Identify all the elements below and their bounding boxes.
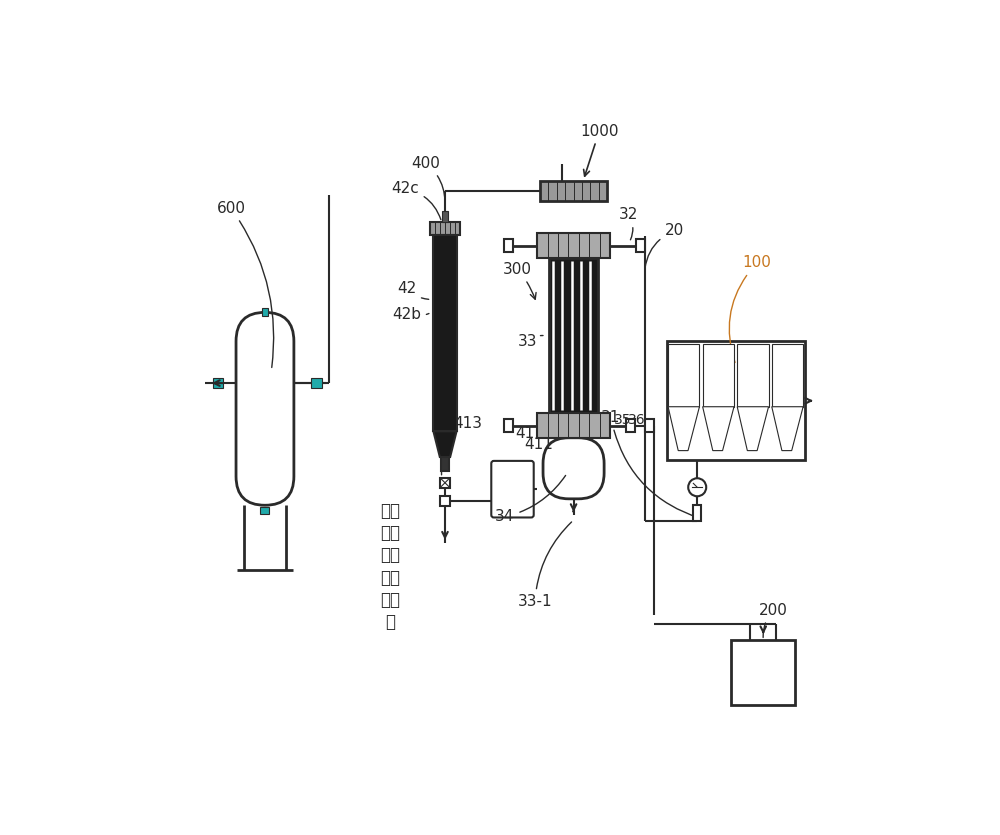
- Bar: [626, 419, 635, 432]
- Text: 42c: 42c: [391, 181, 441, 220]
- Bar: [430, 222, 460, 235]
- Text: 400: 400: [411, 155, 445, 201]
- Polygon shape: [433, 432, 457, 457]
- Text: 300: 300: [503, 262, 536, 299]
- Text: 33: 33: [518, 334, 543, 349]
- Bar: [537, 233, 610, 258]
- Bar: [549, 258, 598, 413]
- Polygon shape: [668, 407, 699, 451]
- Bar: [442, 210, 448, 222]
- Bar: [440, 478, 450, 488]
- FancyBboxPatch shape: [543, 438, 604, 498]
- Bar: [213, 378, 223, 388]
- Bar: [504, 419, 513, 432]
- Text: 32: 32: [619, 207, 638, 240]
- Bar: [636, 239, 645, 252]
- Polygon shape: [772, 407, 803, 451]
- Bar: [731, 640, 795, 705]
- Text: 200: 200: [758, 603, 787, 637]
- Bar: [693, 505, 701, 521]
- Bar: [772, 344, 803, 407]
- Bar: [440, 496, 450, 506]
- Text: 411: 411: [524, 438, 553, 453]
- Text: 20: 20: [645, 223, 684, 269]
- Text: 42: 42: [397, 281, 429, 299]
- Bar: [260, 507, 269, 514]
- Bar: [667, 342, 805, 460]
- Bar: [504, 239, 513, 252]
- Bar: [433, 235, 457, 432]
- Bar: [540, 180, 607, 201]
- Text: 33-1: 33-1: [518, 522, 572, 610]
- Text: 41: 41: [516, 426, 535, 441]
- Polygon shape: [737, 407, 769, 451]
- Bar: [311, 378, 322, 388]
- Circle shape: [688, 478, 706, 496]
- Bar: [537, 413, 610, 438]
- Bar: [441, 457, 449, 471]
- Bar: [668, 344, 699, 407]
- Text: 34: 34: [495, 475, 566, 524]
- FancyBboxPatch shape: [491, 461, 534, 518]
- Text: 至含
水量
要求
不高
的装
置: 至含 水量 要求 不高 的装 置: [380, 502, 400, 631]
- Bar: [703, 344, 734, 407]
- Text: 1000: 1000: [580, 124, 619, 176]
- Text: 42b: 42b: [392, 306, 429, 321]
- Text: 413: 413: [441, 416, 482, 475]
- Text: 100: 100: [729, 256, 771, 362]
- Polygon shape: [703, 407, 734, 451]
- FancyBboxPatch shape: [236, 312, 294, 505]
- Text: 600: 600: [216, 200, 274, 367]
- Bar: [737, 344, 769, 407]
- Text: 35: 35: [614, 412, 631, 427]
- Bar: [262, 308, 268, 316]
- Text: 31: 31: [601, 410, 701, 519]
- Text: 36: 36: [628, 412, 646, 427]
- Bar: [645, 419, 654, 432]
